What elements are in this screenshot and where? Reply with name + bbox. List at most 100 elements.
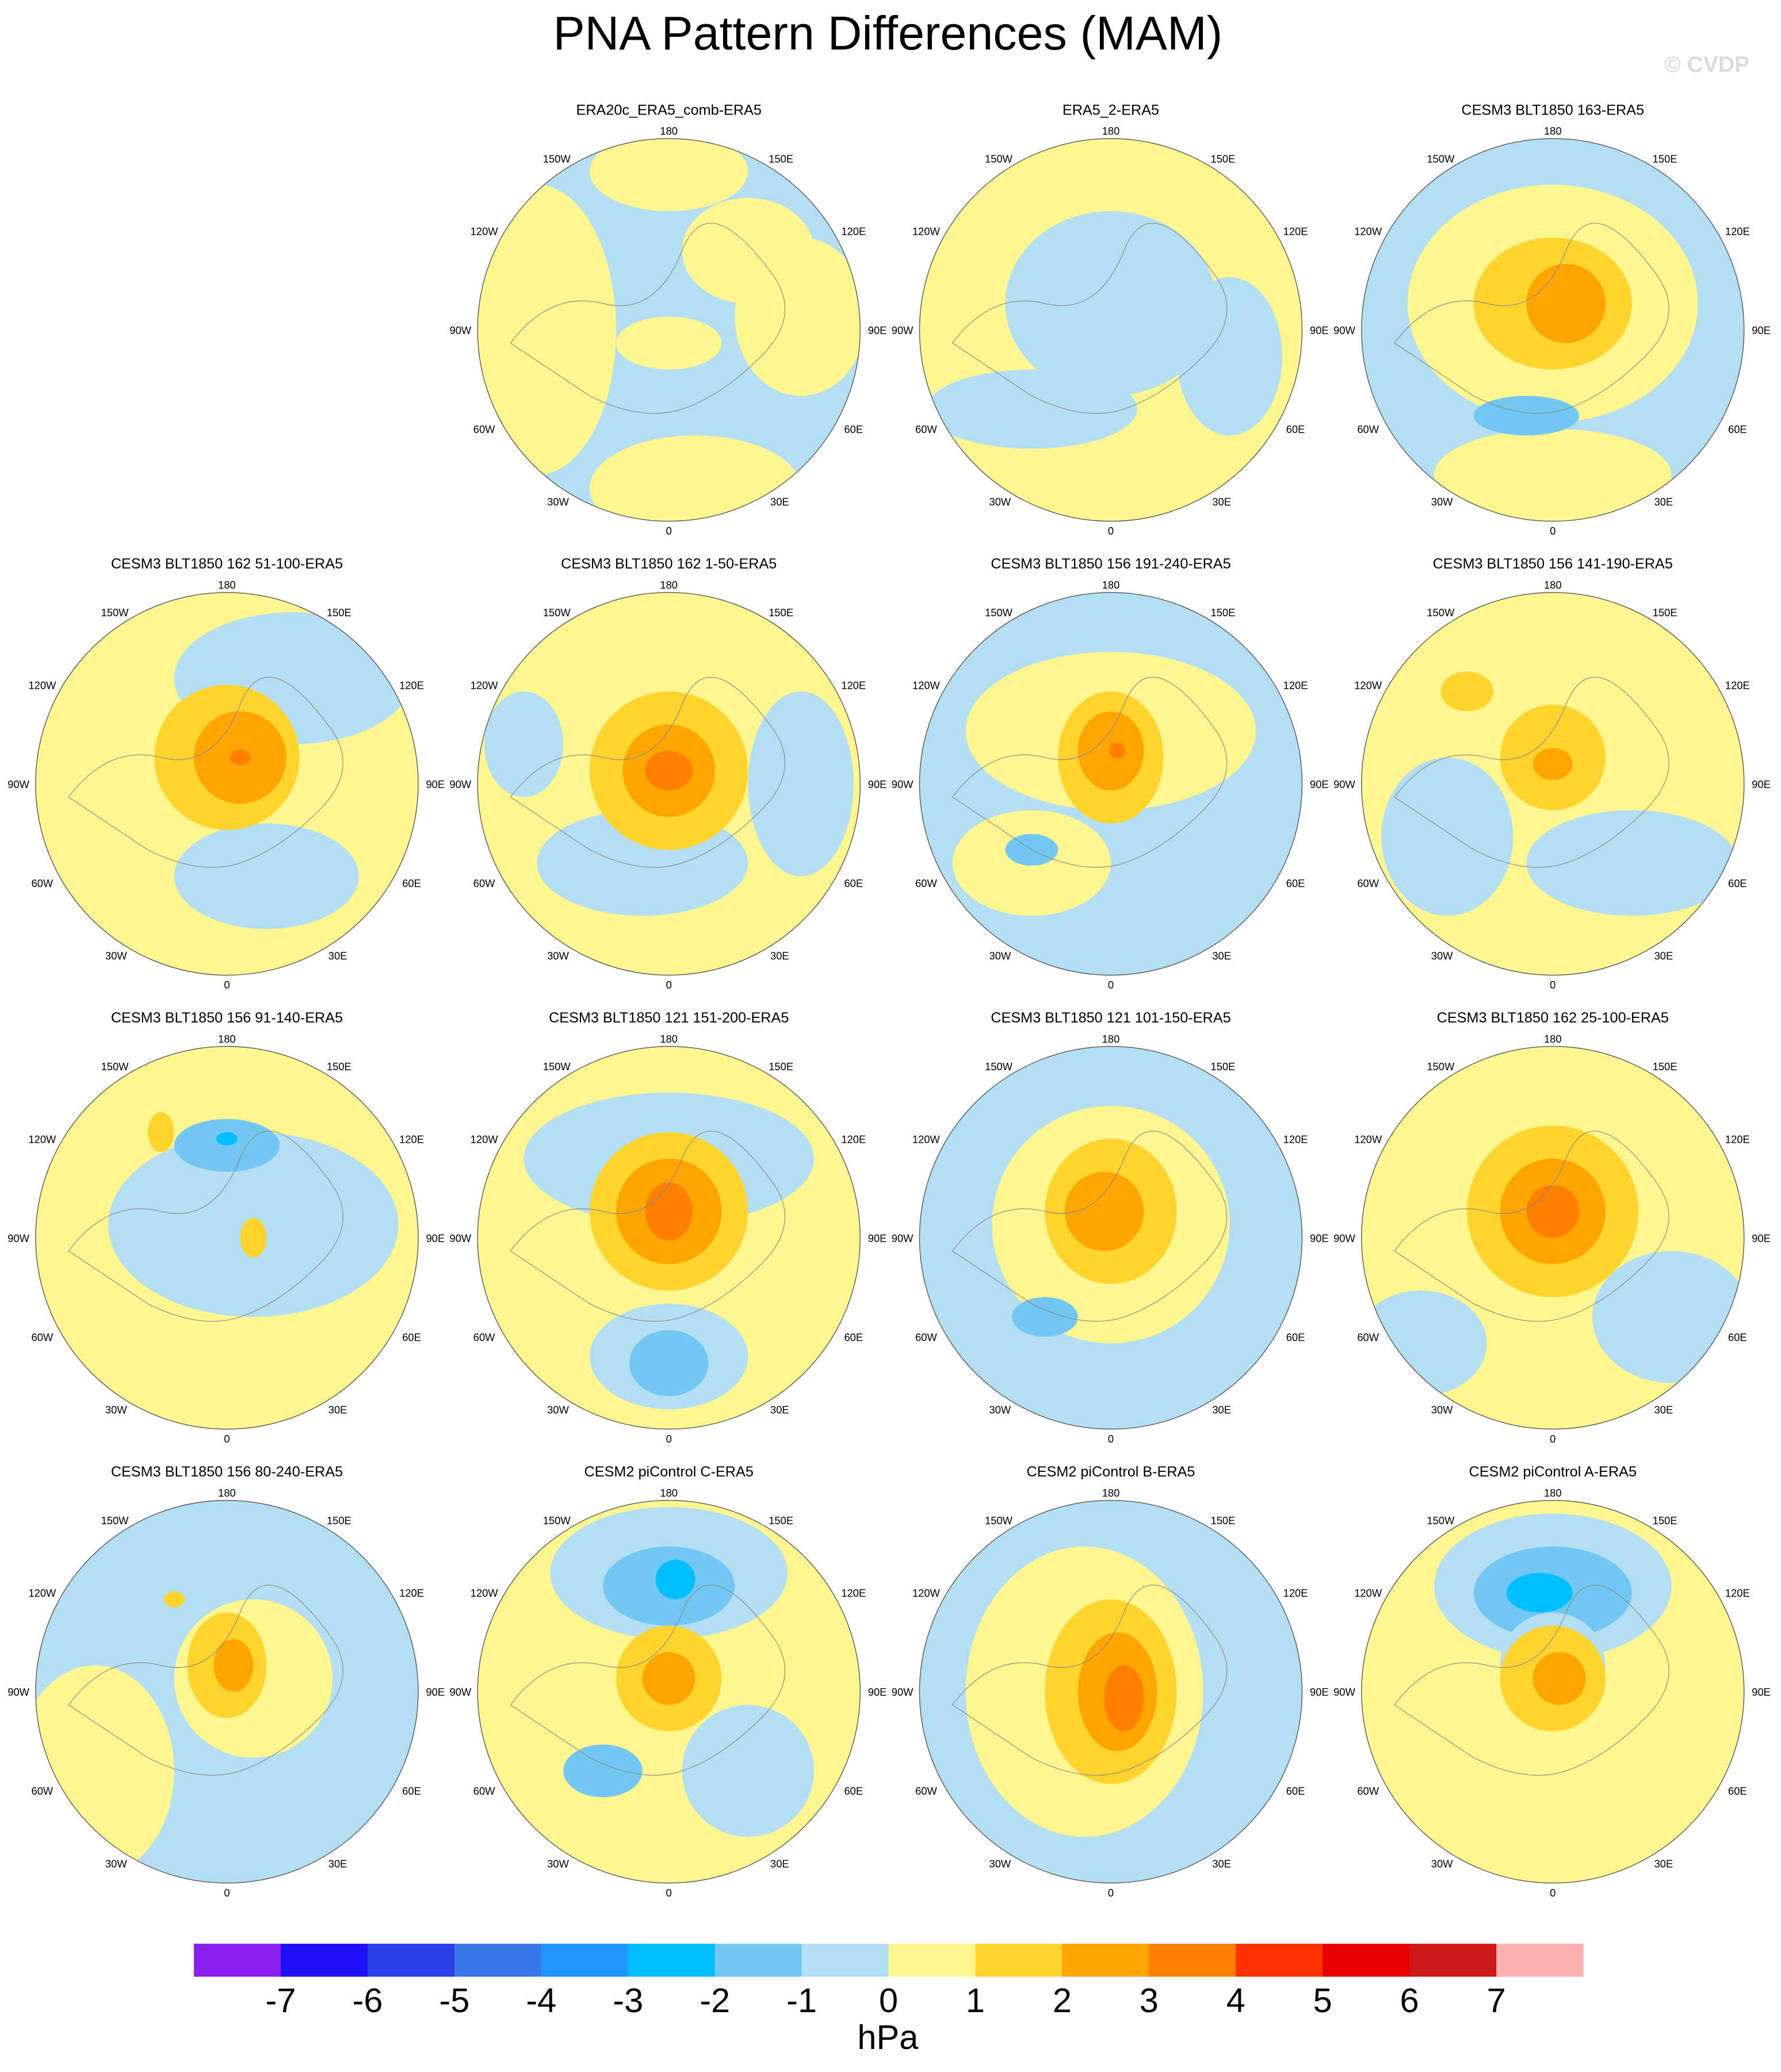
coastline [510, 1131, 786, 1322]
lon-label: 120E [1283, 1133, 1308, 1145]
map-panel: CESM3 BLT1850 121 101-150-ERA5 180 150E 120… [892, 1010, 1329, 1445]
lon-label: 30E [1654, 1403, 1673, 1415]
coastline [510, 677, 786, 868]
contour-region [563, 1744, 643, 1798]
lon-label: 0 [1550, 525, 1555, 537]
lon-label: 90E [1752, 1232, 1771, 1244]
lon-label: 150W [985, 1060, 1013, 1073]
map-outline [1361, 592, 1745, 976]
map-outline [1361, 1499, 1745, 1884]
contour-region [1064, 1172, 1144, 1251]
lon-label: 120W [912, 1133, 941, 1145]
colorbar-tick-label: 3 [1140, 1981, 1159, 2020]
colorbar-tick-label: 7 [1486, 1981, 1505, 2020]
lon-label: 0 [1108, 1887, 1114, 1899]
contour-region [1532, 1652, 1586, 1705]
lon-label: 120W [1354, 225, 1382, 237]
coastline [951, 677, 1228, 868]
lon-label: 150W [1427, 606, 1455, 619]
lon-label: 60W [32, 877, 53, 889]
lon-label: 180 [1544, 1487, 1562, 1499]
contour-region [655, 1559, 695, 1600]
lon-label: 30E [770, 950, 789, 962]
panel-title: CESM2 piControl C-ERA5 [584, 1464, 754, 1480]
contour-region [174, 823, 359, 929]
lon-label: 90W [1333, 1232, 1355, 1244]
map-outline [477, 1045, 861, 1430]
lon-label: 150W [1427, 152, 1455, 165]
lon-label: 60W [473, 423, 495, 435]
panel-title: CESM3 BLT1850 121 151-200-ERA5 [549, 1010, 789, 1026]
lon-label: 150E [769, 1060, 793, 1073]
contour-region [645, 1182, 693, 1241]
contour-region [477, 185, 616, 475]
lon-label: 30W [547, 950, 569, 962]
lon-label: 150W [543, 152, 571, 165]
lon-label: 90W [1333, 324, 1355, 336]
lon-label: 30E [1212, 1857, 1231, 1869]
lon-label: 90E [868, 1686, 887, 1698]
panel-title: CESM2 piControl A-ERA5 [1469, 1464, 1637, 1480]
contour-region [230, 749, 251, 766]
map-field [919, 592, 1302, 975]
map-field [477, 1500, 861, 1883]
lon-label: 150E [769, 152, 793, 165]
lon-label: 90W [892, 1686, 914, 1698]
lon-label: 120E [399, 1587, 424, 1599]
lon-label: 120E [1283, 225, 1308, 237]
lon-label: 180 [660, 125, 678, 137]
lon-label: 30E [770, 496, 789, 508]
colorbar-box [367, 1944, 455, 1977]
lon-label: 150W [985, 606, 1013, 619]
panel-title: CESM3 BLT1850 163-ERA5 [1461, 102, 1644, 118]
lon-label: 0 [224, 979, 230, 991]
lon-label: 60W [1357, 1331, 1379, 1343]
lon-label: 90W [450, 778, 472, 790]
colorbar-tick-label: -4 [526, 1981, 556, 2020]
lon-label: 120W [1354, 1133, 1382, 1145]
lon-label: 150W [101, 1060, 129, 1073]
contour-region [484, 691, 564, 797]
lon-label: 60E [1728, 1785, 1747, 1797]
map-panel: CESM3 BLT1850 121 151-200-ERA5 180 150E 120… [450, 1010, 887, 1445]
lon-label: 30W [105, 950, 127, 962]
lon-label: 120W [28, 1133, 56, 1145]
map-field [1361, 1500, 1744, 1883]
lon-label: 90E [1310, 324, 1329, 336]
lon-label: 150E [769, 606, 793, 619]
map-outline [1361, 1045, 1745, 1430]
colorbar: -7 -6 -5 -4 -3 -2 -1 0 1 2 3 4 5 6 7 hPa [194, 1944, 1584, 2056]
colorbar-box [541, 1944, 629, 1977]
map-outline [477, 138, 861, 522]
lon-label: 60W [915, 877, 937, 889]
coastline [1394, 677, 1669, 868]
contour-region [1109, 743, 1126, 759]
lon-label: 60E [844, 877, 863, 889]
lon-label: 90E [1752, 1686, 1771, 1698]
lon-label: 150W [985, 1514, 1013, 1527]
contour-region [216, 1132, 238, 1146]
coastline [510, 223, 786, 414]
colorbar-box [1409, 1944, 1497, 1977]
lon-label: 90E [1752, 778, 1771, 790]
lon-label: 60W [1357, 877, 1379, 889]
contour-region [147, 1112, 174, 1153]
lon-label: 120E [1283, 679, 1308, 691]
lon-label: 60E [402, 1785, 421, 1797]
map-field [919, 1046, 1302, 1429]
lon-label: 150E [327, 1060, 351, 1073]
lon-label: 30W [547, 1403, 569, 1415]
lon-label: 0 [1108, 979, 1114, 991]
contour-region [1434, 429, 1672, 521]
lon-label: 60E [1286, 1331, 1305, 1343]
lon-label: 120W [471, 679, 499, 691]
lon-label: 30W [105, 1857, 127, 1869]
lon-label: 0 [1550, 979, 1555, 991]
lon-label: 60E [402, 877, 421, 889]
coastline [951, 1585, 1228, 1776]
lon-label: 90E [868, 1232, 887, 1244]
lon-label: 150E [1653, 606, 1677, 619]
lon-label: 0 [1108, 1433, 1114, 1445]
contour-region [682, 1704, 814, 1837]
